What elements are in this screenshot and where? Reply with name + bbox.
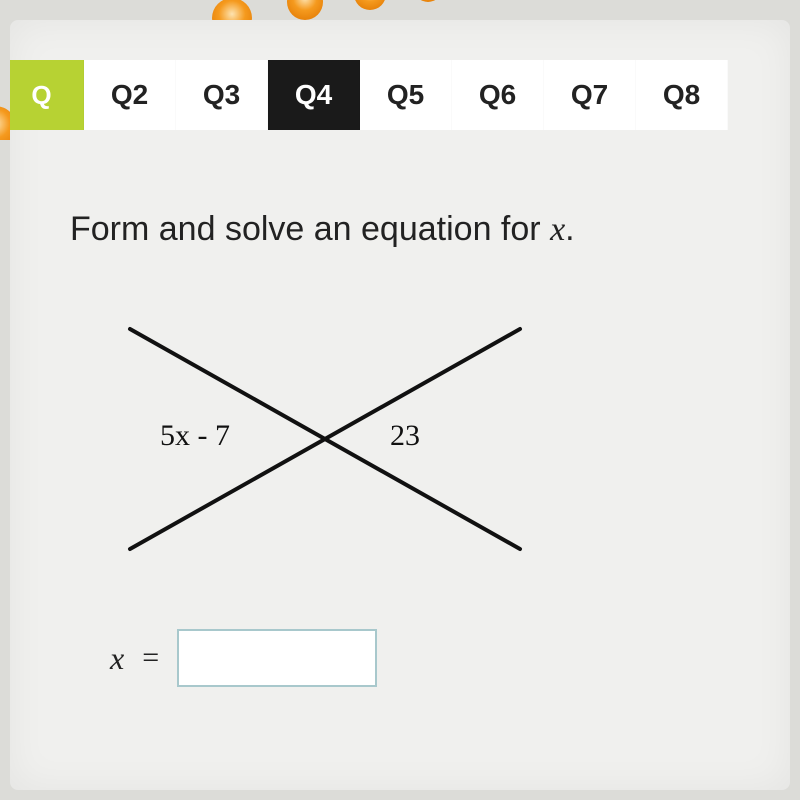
angle-label-left: 5x - 7: [160, 419, 230, 453]
tab-q8[interactable]: Q8: [636, 60, 728, 130]
tab-q1[interactable]: Q: [10, 60, 84, 130]
answer-input[interactable]: [177, 629, 377, 687]
answer-equals: =: [142, 641, 159, 675]
prompt-text-post: .: [565, 210, 574, 248]
quiz-screen: Q Q2 Q3 Q4 Q5 Q6 Q7 Q8 Form and solve an…: [10, 20, 790, 790]
tab-q2[interactable]: Q2: [84, 60, 176, 130]
angle-label-right: 23: [390, 419, 420, 453]
answer-var: x: [110, 640, 124, 677]
tab-q4[interactable]: Q4: [268, 60, 360, 130]
prompt-var: x: [550, 211, 565, 248]
tab-q6[interactable]: Q6: [452, 60, 544, 130]
angles-diagram: 5x - 7 23: [110, 299, 540, 579]
question-content: Form and solve an equation for x. 5x - 7…: [10, 130, 790, 687]
question-prompt: Form and solve an equation for x.: [70, 210, 750, 249]
answer-row: x =: [110, 629, 750, 687]
tab-q7[interactable]: Q7: [544, 60, 636, 130]
question-tabs: Q Q2 Q3 Q4 Q5 Q6 Q7 Q8: [10, 20, 790, 130]
tab-q3[interactable]: Q3: [176, 60, 268, 130]
prompt-text-pre: Form and solve an equation for: [70, 210, 550, 248]
tab-q5[interactable]: Q5: [360, 60, 452, 130]
